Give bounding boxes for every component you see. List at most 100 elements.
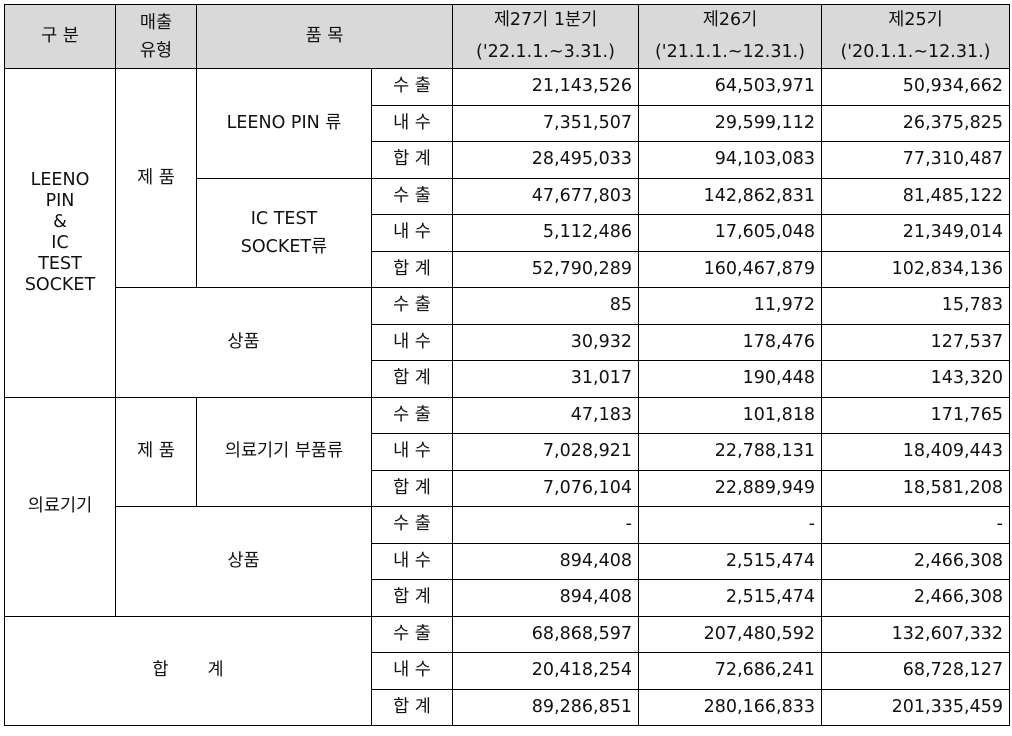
value-cell: 2,466,308 [821, 542, 1010, 580]
value-cell: 171,765 [821, 396, 1010, 434]
header-period-1-range: ('22.1.1.~3.31.) [452, 36, 639, 69]
value-cell: 68,868,597 [452, 615, 639, 653]
row-kind: 내 수 [371, 652, 453, 690]
table-row: 합 계 52,790,289 160,467,879 102,834,136 [5, 250, 1010, 288]
item-ic-socket: IC TEST SOCKET류 [196, 177, 372, 288]
value-cell: 127,537 [821, 323, 1010, 361]
type-merchandise: 상품 [115, 287, 372, 398]
row-kind: 내 수 [371, 323, 453, 361]
row-kind: 합 계 [371, 250, 453, 288]
value-cell: 132,607,332 [821, 615, 1010, 653]
value-cell: 18,581,208 [821, 469, 1010, 507]
group-leeno: LEENO PIN & IC TEST SOCKET [4, 68, 116, 398]
value-cell: 2,515,474 [638, 579, 822, 617]
group-medical: 의료기기 [4, 396, 116, 617]
value-cell: 142,862,831 [638, 177, 822, 215]
value-cell: 143,320 [821, 360, 1010, 398]
value-cell: 94,103,083 [638, 141, 822, 179]
value-cell: 68,728,127 [821, 652, 1010, 690]
table-row: 합 계 31,017 190,448 143,320 [5, 360, 1010, 398]
table-row: LEENO PIN & IC TEST SOCKET 제 품 LEENO PIN… [4, 68, 1010, 398]
row-kind: 합 계 [371, 141, 453, 179]
group-total: 합 계 [4, 615, 372, 726]
value-cell: 20,418,254 [452, 652, 639, 690]
type-product: 제 품 [115, 68, 197, 288]
header-sales-type: 매출 유형 [115, 4, 197, 69]
table-row: 내 수 7,351,507 29,599,112 26,375,825 [5, 104, 1010, 142]
value-cell: 178,476 [638, 323, 822, 361]
value-cell: - [821, 506, 1010, 544]
value-cell: - [638, 506, 822, 544]
value-cell: 2,466,308 [821, 579, 1010, 617]
value-cell: 47,677,803 [452, 177, 639, 215]
table-row: 합 계 7,076,104 22,889,949 18,581,208 [5, 469, 1010, 507]
value-cell: 7,028,921 [452, 433, 639, 471]
value-cell: 29,599,112 [638, 104, 822, 142]
row-kind: 수 출 [371, 506, 453, 544]
header-category: 구 분 [4, 4, 116, 69]
header-period-3-title: 제25기 [821, 4, 1010, 37]
table-row: 상품 수 출 85 11,972 15,783 [5, 287, 1010, 398]
value-cell: 64,503,971 [638, 68, 822, 106]
value-cell: 21,349,014 [821, 214, 1010, 252]
header-item: 품 목 [196, 4, 453, 69]
row-kind: 수 출 [371, 396, 453, 434]
value-cell: 85 [452, 287, 639, 325]
value-cell: 52,790,289 [452, 250, 639, 288]
value-cell: 17,605,048 [638, 214, 822, 252]
value-cell: 207,480,592 [638, 615, 822, 653]
row-kind: 수 출 [371, 68, 453, 106]
row-kind: 수 출 [371, 287, 453, 325]
table-row: 내 수 894,408 2,515,474 2,466,308 [5, 542, 1010, 580]
value-cell: 160,467,879 [638, 250, 822, 288]
header-period-2-range: ('21.1.1.~12.31.) [638, 36, 822, 69]
row-kind: 합 계 [371, 579, 453, 617]
header-period-1-title: 제27기 1분기 [452, 4, 639, 37]
row-kind: 합 계 [371, 360, 453, 398]
sales-table: 구 분 매출 유형 품 목 제27기 1분기 제26기 제25기 ('22.1.… [4, 4, 1010, 726]
row-kind: 내 수 [371, 542, 453, 580]
value-cell: 101,818 [638, 396, 822, 434]
row-kind: 합 계 [371, 688, 453, 726]
table-row: 합 계 28,495,033 94,103,083 77,310,487 [5, 141, 1010, 179]
value-cell: 77,310,487 [821, 141, 1010, 179]
item-leeno-pin: LEENO PIN 류 [196, 68, 372, 179]
header-period-2-title: 제26기 [638, 4, 822, 37]
row-kind: 합 계 [371, 469, 453, 507]
value-cell: 15,783 [821, 287, 1010, 325]
value-cell: 22,889,949 [638, 469, 822, 507]
value-cell: 280,166,833 [638, 688, 822, 726]
row-kind: 내 수 [371, 214, 453, 252]
type-merchandise: 상품 [115, 506, 372, 617]
value-cell: 26,375,825 [821, 104, 1010, 142]
value-cell: 22,788,131 [638, 433, 822, 471]
row-kind: 수 출 [371, 615, 453, 653]
value-cell: 5,112,486 [452, 214, 639, 252]
value-cell: 47,183 [452, 396, 639, 434]
value-cell: 30,932 [452, 323, 639, 361]
value-cell: 7,351,507 [452, 104, 639, 142]
header-period-3-range: ('20.1.1.~12.31.) [821, 36, 1010, 69]
value-cell: 31,017 [452, 360, 639, 398]
value-cell: 102,834,136 [821, 250, 1010, 288]
value-cell: 50,934,662 [821, 68, 1010, 106]
row-kind: 수 출 [371, 177, 453, 215]
value-cell: 89,286,851 [452, 688, 639, 726]
value-cell: 7,076,104 [452, 469, 639, 507]
value-cell: 18,409,443 [821, 433, 1010, 471]
value-cell: 72,686,241 [638, 652, 822, 690]
value-cell: 894,408 [452, 579, 639, 617]
value-cell: 894,408 [452, 542, 639, 580]
item-medical-parts: 의료기기 부품류 [196, 396, 372, 507]
value-cell: 190,448 [638, 360, 822, 398]
table-row: 합 계 수 출 68,868,597 207,480,592 132,607,3… [4, 615, 1010, 726]
table-row: 내 수 20,418,254 72,686,241 68,728,127 [5, 652, 1010, 690]
value-cell: 201,335,459 [821, 688, 1010, 726]
table-row: IC TEST SOCKET류 수 출 47,677,803 142,862,8… [5, 177, 1010, 288]
value-cell: 81,485,122 [821, 177, 1010, 215]
type-product: 제 품 [115, 396, 197, 507]
table-row: 의료기기 제 품 의료기기 부품류 수 출 47,183 101,818 171… [4, 396, 1010, 617]
table-row: 내 수 7,028,921 22,788,131 18,409,443 [5, 433, 1010, 471]
value-cell: 28,495,033 [452, 141, 639, 179]
table-row: 합 계 894,408 2,515,474 2,466,308 [5, 579, 1010, 617]
